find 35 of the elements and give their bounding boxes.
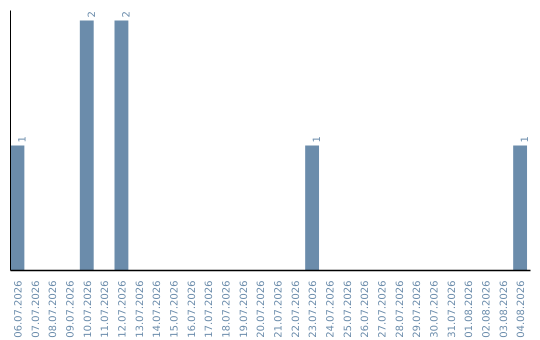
x-tick-label: 26.07.2026 <box>360 280 372 338</box>
data-label: 2 <box>86 11 98 18</box>
x-tick-label: 07.07.2026 <box>30 280 42 338</box>
x-tick-label: 02.08.2026 <box>481 280 492 338</box>
data-label: 1 <box>312 136 324 142</box>
x-tick-label: 15.07.2026 <box>169 280 180 338</box>
x-tick-label: 24.07.2026 <box>325 280 336 338</box>
x-tick-label: 18.07.2026 <box>221 280 232 338</box>
x-tick-label: 10.07.2026 <box>82 280 94 338</box>
x-tick-label: 01.08.2026 <box>464 280 476 338</box>
data-label: 2 <box>121 11 132 18</box>
x-tick-label: 27.07.2026 <box>377 280 388 338</box>
x-tick-label: 14.07.2026 <box>152 280 164 338</box>
x-tick-label: 04.08.2026 <box>516 280 528 338</box>
data-label: 1 <box>17 136 28 142</box>
x-tick-label: 03.08.2026 <box>498 280 510 338</box>
x-tick-label: 06.07.2026 <box>13 280 24 338</box>
x-tick-label: 25.07.2026 <box>342 280 354 338</box>
x-tick-label: 23.07.2026 <box>308 280 320 338</box>
x-tick-label: 30.07.2026 <box>429 280 440 338</box>
x-tick-label: 20.07.2026 <box>256 280 268 338</box>
x-tick-label: 22.07.2026 <box>290 280 302 338</box>
x-tick-label: 28.07.2026 <box>394 280 406 338</box>
x-tick-label: 11.07.2026 <box>100 280 112 338</box>
x-tick-label: 21.07.2026 <box>273 280 284 338</box>
x-tick-label: 09.07.2026 <box>65 280 76 338</box>
data-label: 1 <box>520 136 532 142</box>
x-tick-label: 16.07.2026 <box>186 280 198 338</box>
x-tick-label: 17.07.2026 <box>204 280 216 338</box>
x-tick-label: 19.07.2026 <box>238 280 250 338</box>
x-tick-label: 08.07.2026 <box>48 280 60 338</box>
x-tick-label: 29.07.2026 <box>412 280 424 338</box>
x-tick-label: 31.07.2026 <box>446 280 458 338</box>
x-tick-label: 12.07.2026 <box>117 280 128 338</box>
x-tick-label: 13.07.2026 <box>134 280 146 338</box>
